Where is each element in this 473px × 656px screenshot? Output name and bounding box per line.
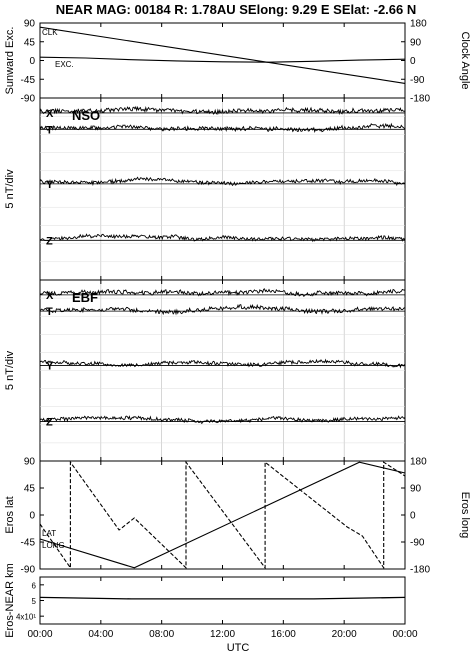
nso-trace-t <box>39 122 406 133</box>
figure-title: NEAR MAG: 00184 R: 1.78AU SElong: 9.29 E… <box>56 2 417 17</box>
dist-ylabel: Eros-NEAR km <box>4 563 16 638</box>
nso-ylabel: 5 nT/div <box>4 169 16 209</box>
eros-ytick-left: -90 <box>21 565 36 576</box>
angles-ytick-right: -90 <box>410 75 425 86</box>
x-tick-label: 08:00 <box>149 629 174 640</box>
dist-series <box>39 596 406 600</box>
eros-frame <box>39 460 406 570</box>
nso-trace-x <box>39 105 406 116</box>
nso-trace-label-y: Y <box>46 179 54 191</box>
x-tick-label: 00:00 <box>27 629 52 640</box>
eros-ytick-right: 90 <box>410 484 422 495</box>
dist-ytick: 5 <box>32 597 37 606</box>
nso-trace-z <box>39 233 406 243</box>
angles-legend-exc: EXC. <box>55 60 74 69</box>
eros-ytick-left: 45 <box>24 484 36 495</box>
ebf-trace-label-x: X <box>46 290 54 302</box>
dist-ytick: 6 <box>32 581 37 590</box>
eros-ytick-right: -180 <box>410 565 430 576</box>
ebf-trace-label-t: T <box>46 306 53 318</box>
nso-trace-label-x: X <box>46 108 54 120</box>
nso-trace-label-z: Z <box>46 235 53 247</box>
angles-ytick-right: 0 <box>410 56 416 67</box>
angles-ytick-left: 0 <box>29 56 35 67</box>
eros-ytick-right: 180 <box>410 457 427 468</box>
eros-legend-long: LONG <box>42 541 65 550</box>
eros-ytick-left: 90 <box>24 457 36 468</box>
ebf-trace-label-y: Y <box>46 360 54 372</box>
ebf-trace-y <box>39 358 406 369</box>
eros-ylabel-right: Eros long <box>459 492 471 538</box>
eros-legend-lat: LAT <box>42 529 56 538</box>
eros-ylabel-left: Eros lat <box>4 496 16 533</box>
angles-legend-clk: CLK <box>42 28 58 37</box>
dist-ytick: 4x10¹ <box>16 613 36 622</box>
x-tick-label: 20:00 <box>332 629 357 640</box>
angles-ytick-left: -90 <box>21 94 36 105</box>
angles-ytick-left: 90 <box>24 19 36 30</box>
eros-series-lat <box>39 461 406 569</box>
angles-series-exc <box>39 56 406 63</box>
angles-ytick-right: 90 <box>410 37 422 48</box>
x-axis-label: UTC <box>227 642 250 654</box>
angles-ytick-left: -45 <box>21 75 36 86</box>
ebf-trace-t <box>39 303 406 316</box>
x-tick-label: 00:00 <box>392 629 417 640</box>
eros-ytick-left: -45 <box>21 538 36 549</box>
angles-ylabel-right: Clock Angle <box>459 31 471 89</box>
x-tick-label: 12:00 <box>210 629 235 640</box>
x-tick-label: 04:00 <box>88 629 113 640</box>
dist-frame <box>39 576 406 625</box>
ebf-trace-label-z: Z <box>46 417 53 429</box>
nso-trace-y <box>39 176 406 187</box>
ebf-trace-z <box>39 415 406 424</box>
angles-series-clk <box>39 26 406 84</box>
angles-ylabel-left: Sunward Exc. <box>4 27 16 95</box>
angles-ytick-right: 180 <box>410 19 427 30</box>
eros-series-long <box>39 460 406 570</box>
ebf-trace-x <box>39 288 406 297</box>
angles-ytick-right: -180 <box>410 94 430 105</box>
eros-ytick-left: 0 <box>29 511 35 522</box>
ebf-ylabel: 5 nT/div <box>4 350 16 390</box>
x-tick-label: 16:00 <box>271 629 296 640</box>
angles-ytick-left: 45 <box>24 37 36 48</box>
eros-ytick-right: -90 <box>410 538 425 549</box>
eros-ytick-right: 0 <box>410 511 416 522</box>
nso-trace-label-t: T <box>46 124 53 136</box>
